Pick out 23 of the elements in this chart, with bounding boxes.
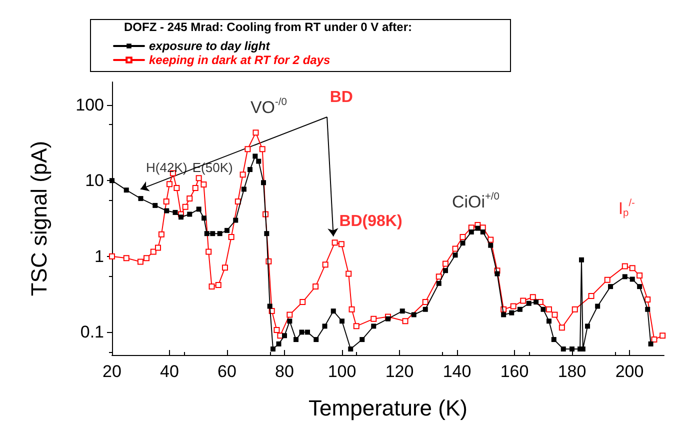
x-tick-label: 80 bbox=[275, 362, 294, 381]
y-tick-label: 100 bbox=[76, 95, 104, 114]
x-tick-label: 140 bbox=[442, 362, 472, 381]
annotation: H(42K) bbox=[146, 160, 188, 175]
x-tick-label: 120 bbox=[385, 362, 414, 381]
x-tick-label: 20 bbox=[102, 362, 122, 381]
x-tick-label: 200 bbox=[615, 362, 644, 381]
y-tick-label: 10 bbox=[85, 171, 104, 190]
x-tick-label: 100 bbox=[328, 362, 356, 381]
y-tick-label: 0.1 bbox=[80, 322, 104, 342]
annotation: E(50K) bbox=[192, 160, 233, 175]
x-tick-label: 160 bbox=[500, 362, 529, 381]
annotation: BD(98K) bbox=[339, 212, 402, 230]
y-tick-label: 1 bbox=[94, 246, 104, 266]
x-tick-label: 40 bbox=[160, 362, 179, 381]
legend-label: exposure to day light bbox=[149, 39, 271, 53]
legend-label: keeping in dark at RT for 2 days bbox=[149, 53, 330, 67]
legend-title: DOFZ - 245 Mrad: Cooling from RT under 0 V after: bbox=[124, 20, 412, 34]
x-axis-title: Temperature (K) bbox=[308, 396, 468, 420]
y-axis-title: TSC signal (pA) bbox=[26, 140, 52, 296]
x-tick-label: 180 bbox=[558, 362, 586, 381]
annotation: BD bbox=[330, 88, 353, 106]
x-tick-label: 60 bbox=[218, 362, 236, 381]
